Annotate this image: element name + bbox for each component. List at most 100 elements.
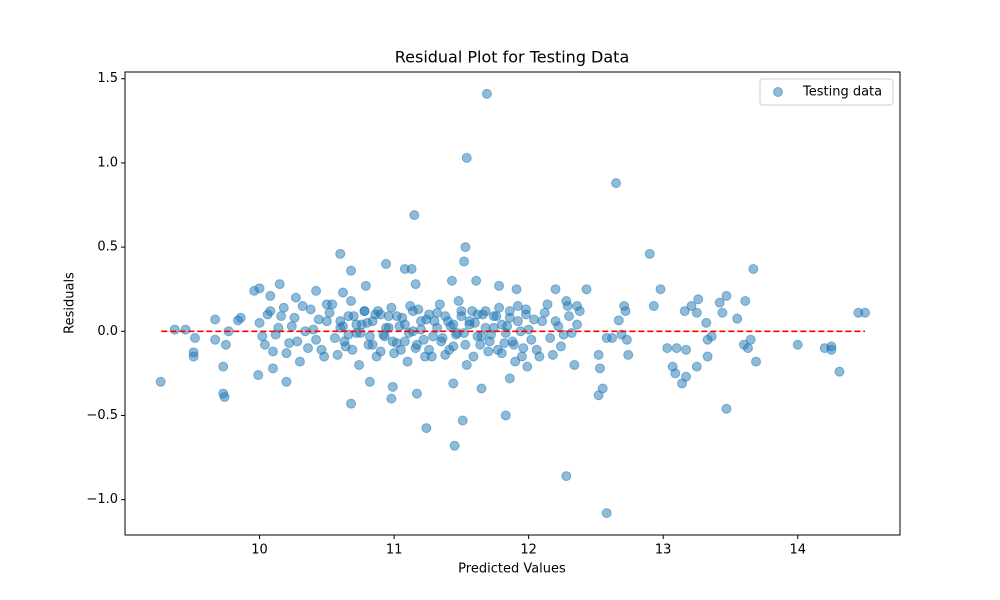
point — [500, 410, 511, 421]
point — [671, 343, 682, 354]
legend-marker — [773, 87, 783, 97]
point — [428, 331, 439, 342]
point — [347, 344, 358, 355]
point — [281, 376, 292, 387]
point — [351, 319, 362, 330]
point — [180, 324, 191, 335]
point — [169, 324, 180, 335]
point — [531, 344, 542, 355]
point — [387, 381, 398, 392]
point — [218, 361, 229, 372]
point — [504, 306, 515, 317]
point — [452, 327, 463, 338]
point — [403, 327, 414, 338]
point — [504, 373, 515, 384]
point — [254, 317, 265, 328]
point — [259, 339, 270, 350]
point — [273, 322, 284, 333]
point — [740, 295, 751, 306]
point — [360, 280, 371, 291]
point — [278, 302, 289, 313]
point — [476, 331, 487, 342]
point — [566, 327, 577, 338]
point — [613, 315, 624, 326]
point — [416, 316, 427, 327]
point — [421, 423, 432, 434]
point — [581, 284, 592, 295]
point — [748, 263, 759, 274]
point — [268, 346, 279, 357]
point — [432, 322, 443, 333]
point — [339, 336, 350, 347]
point — [386, 393, 397, 404]
x-tick-label: 12 — [520, 543, 537, 558]
point — [500, 327, 511, 338]
point — [286, 321, 297, 332]
point — [355, 327, 366, 338]
point — [210, 314, 221, 325]
point — [294, 356, 305, 367]
point — [679, 306, 690, 317]
point — [550, 284, 561, 295]
point — [511, 284, 522, 295]
point — [406, 263, 417, 274]
point — [308, 324, 319, 335]
point — [391, 311, 402, 322]
point — [510, 356, 521, 367]
point — [363, 339, 374, 350]
point — [499, 338, 510, 349]
point — [210, 334, 221, 345]
point — [792, 339, 803, 350]
point — [434, 299, 445, 310]
point — [235, 312, 246, 323]
point — [383, 322, 394, 333]
point — [717, 307, 728, 318]
point — [860, 307, 871, 318]
point — [516, 351, 527, 362]
point — [834, 366, 845, 377]
point — [648, 301, 659, 312]
point — [662, 343, 673, 354]
point — [508, 339, 519, 350]
point — [407, 306, 418, 317]
point — [313, 314, 324, 325]
point — [529, 314, 540, 325]
point — [620, 306, 631, 317]
point — [449, 440, 460, 451]
point — [364, 376, 375, 387]
y-tick-label: 0.0 — [97, 324, 118, 339]
point — [826, 344, 837, 355]
point — [387, 336, 398, 347]
point — [751, 356, 762, 367]
point — [290, 292, 301, 303]
y-axis-label: Residuals — [63, 272, 78, 334]
point — [346, 265, 357, 276]
point — [475, 339, 486, 350]
point — [324, 307, 335, 318]
x-tick-label: 10 — [251, 543, 268, 558]
point — [742, 343, 753, 354]
point — [597, 383, 608, 394]
point — [262, 309, 273, 320]
point — [542, 299, 553, 310]
y-tick-label: −0.5 — [86, 408, 118, 423]
point — [257, 331, 268, 342]
point — [494, 302, 505, 313]
point — [337, 287, 348, 298]
point — [459, 256, 470, 267]
point — [644, 248, 655, 259]
point — [539, 307, 550, 318]
point — [601, 333, 612, 344]
point — [561, 471, 572, 482]
point — [558, 329, 569, 340]
point — [601, 508, 612, 519]
point — [701, 317, 712, 328]
point — [522, 361, 533, 372]
point — [721, 290, 732, 301]
point — [302, 343, 313, 354]
point — [371, 351, 382, 362]
point — [416, 324, 427, 335]
point — [411, 339, 422, 350]
point — [702, 351, 713, 362]
point — [745, 334, 756, 345]
